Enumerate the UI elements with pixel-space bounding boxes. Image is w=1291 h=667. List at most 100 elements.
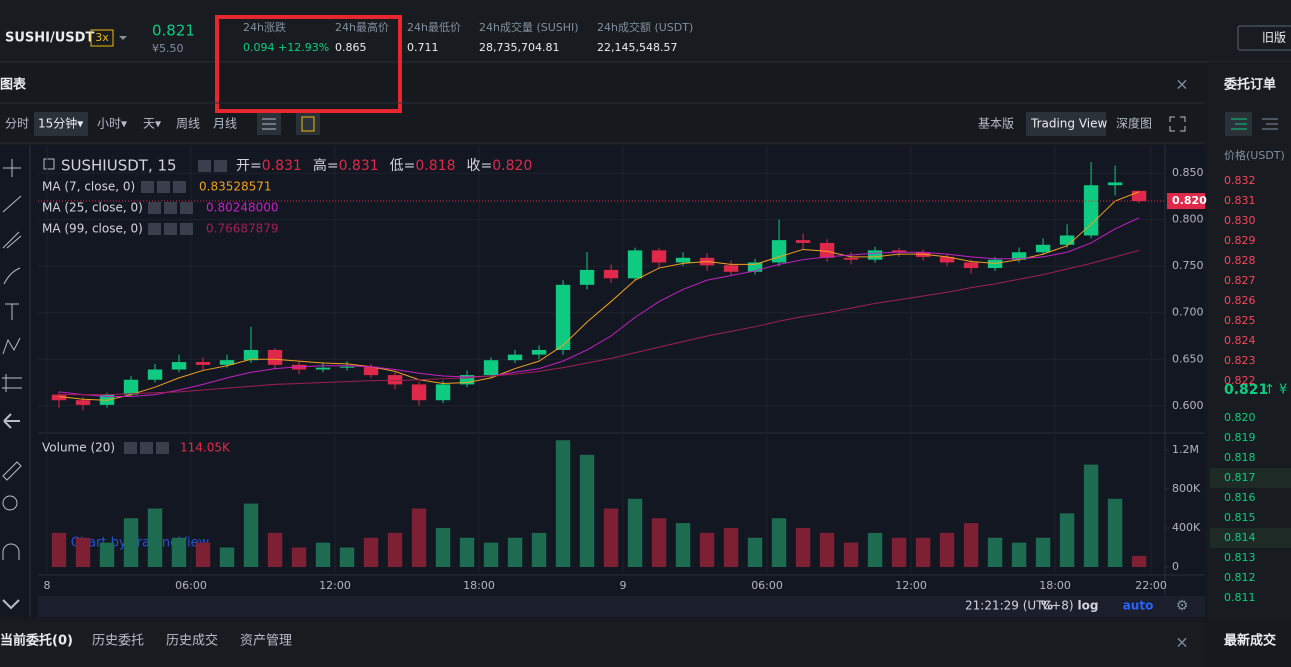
template-button[interactable] <box>296 113 320 135</box>
y-tick-label: 0.700 <box>1172 306 1204 319</box>
drawing-tools <box>2 159 22 610</box>
interval[interactable]: 分时 <box>5 117 29 131</box>
ask-price[interactable]: 0.822 <box>1224 374 1256 387</box>
scale-button[interactable]: log <box>1078 599 1099 613</box>
legend-icon[interactable] <box>140 442 153 454</box>
stat-value: 0.711 <box>407 41 439 54</box>
old-version[interactable]: 旧版 <box>1262 31 1286 45</box>
ask-price[interactable]: 0.823 <box>1224 354 1256 367</box>
volume-bar <box>363 537 379 567</box>
y-tick-label: 0.750 <box>1172 259 1204 272</box>
dropdown-icon[interactable] <box>119 36 127 40</box>
book-icon[interactable] <box>1262 118 1278 130</box>
legend-icon[interactable] <box>148 223 161 235</box>
pattern-tool[interactable] <box>2 337 21 355</box>
brush-tool[interactable] <box>3 267 21 285</box>
stat-label: 24h涨跌 <box>243 20 286 34</box>
legend-icon[interactable] <box>173 181 186 193</box>
legend-icon[interactable] <box>180 223 193 235</box>
x-tick-label: 9 <box>620 579 627 592</box>
crosshair-tool[interactable] <box>3 159 21 177</box>
legend-icon[interactable] <box>148 202 161 214</box>
view[interactable]: Trading View <box>1030 117 1108 131</box>
scale-button[interactable]: auto <box>1123 599 1154 613</box>
legend-icon[interactable] <box>164 223 177 235</box>
order-tab[interactable]: 历史成交 <box>166 633 218 649</box>
legend-icon[interactable] <box>157 181 170 193</box>
volume-bar <box>675 523 691 567</box>
ask-price[interactable]: 0.824 <box>1224 334 1256 347</box>
candle-body <box>819 242 835 258</box>
close-button[interactable]: × <box>1175 633 1188 652</box>
legend-icon[interactable] <box>141 181 154 193</box>
close-button[interactable]: × <box>1175 75 1188 94</box>
candle-body <box>531 349 547 355</box>
line-tool[interactable] <box>2 195 22 213</box>
view[interactable]: 深度图 <box>1116 116 1152 131</box>
zoom-tool[interactable] <box>2 495 18 511</box>
y-tick-label: 0.600 <box>1172 399 1204 412</box>
bid-price[interactable]: 0.815 <box>1224 511 1256 524</box>
fib-tool[interactable] <box>2 231 22 249</box>
stat-value: 0.865 <box>335 41 367 54</box>
text-tool[interactable] <box>5 303 19 320</box>
legend-icon[interactable] <box>156 442 169 454</box>
collapse-legend[interactable] <box>43 158 55 170</box>
legend-icon[interactable] <box>214 160 227 172</box>
ask-price[interactable]: 0.827 <box>1224 274 1256 287</box>
bid-price[interactable]: 0.820 <box>1224 411 1256 424</box>
ohlc-label: 收= <box>466 158 492 174</box>
interval[interactable]: 小时▾ <box>97 117 127 131</box>
ask-price[interactable]: 0.831 <box>1224 194 1256 207</box>
volume-bar <box>963 523 979 567</box>
x-tick-label: 06:00 <box>175 579 207 592</box>
interval[interactable]: 月线 <box>213 117 237 131</box>
order-tab[interactable]: 历史委托 <box>92 634 144 649</box>
order-tab[interactable]: 当前委托(0) <box>0 633 73 649</box>
bid-price[interactable]: 0.812 <box>1224 571 1256 584</box>
interval[interactable]: 周线 <box>176 117 200 131</box>
y-tick-label: 0.850 <box>1172 166 1204 179</box>
interval[interactable]: 天▾ <box>143 117 161 131</box>
bid-price[interactable]: 0.813 <box>1224 551 1256 564</box>
view[interactable]: 基本版 <box>978 117 1014 131</box>
legend-icon[interactable] <box>164 202 177 214</box>
legend-icon[interactable] <box>124 442 137 454</box>
bid-price[interactable]: 0.816 <box>1224 491 1256 504</box>
old-version-button[interactable] <box>1237 25 1291 51</box>
settings-icon[interactable]: ⚙ <box>1176 598 1189 614</box>
bid-price[interactable]: 0.814 <box>1224 531 1256 544</box>
ask-price[interactable]: 0.828 <box>1224 254 1256 267</box>
x-tick-label: 12:00 <box>319 579 351 592</box>
bid-price[interactable]: 0.818 <box>1224 451 1256 464</box>
volume-bar <box>771 518 787 567</box>
magnet-tool[interactable] <box>2 543 20 560</box>
back-tool[interactable] <box>3 413 20 429</box>
bid-price[interactable]: 0.811 <box>1224 591 1256 604</box>
volume-bar <box>531 532 547 567</box>
interval[interactable]: 15分钟▾ <box>38 116 83 131</box>
ask-price[interactable]: 0.830 <box>1224 214 1256 227</box>
legend-icon[interactable] <box>180 202 193 214</box>
legend-icon[interactable] <box>198 160 211 172</box>
panel-title: 图表 <box>0 77 27 93</box>
scale-button[interactable]: % <box>1041 599 1053 613</box>
order-tab[interactable]: 资产管理 <box>240 634 292 649</box>
volume-bar <box>867 532 883 567</box>
ask-price[interactable]: 0.832 <box>1224 174 1256 187</box>
ask-price[interactable]: 0.829 <box>1224 234 1256 247</box>
volume-bar <box>1107 498 1123 567</box>
candle-body <box>507 354 523 361</box>
pair[interactable]: SUSHI/USDT <box>5 31 94 46</box>
volume-bar <box>699 532 715 567</box>
ask-price[interactable]: 0.826 <box>1224 294 1256 307</box>
ruler-tool[interactable] <box>2 461 22 481</box>
recent-trades[interactable]: 最新成交 <box>1224 633 1276 649</box>
volume-bar <box>291 547 307 567</box>
fullscreen-icon[interactable] <box>1169 116 1186 132</box>
ask-price[interactable]: 0.825 <box>1224 314 1256 327</box>
bid-price[interactable]: 0.819 <box>1224 431 1256 444</box>
collapse-tool[interactable] <box>2 599 20 610</box>
bid-price[interactable]: 0.817 <box>1224 471 1256 484</box>
prediction-tool[interactable] <box>2 374 22 392</box>
